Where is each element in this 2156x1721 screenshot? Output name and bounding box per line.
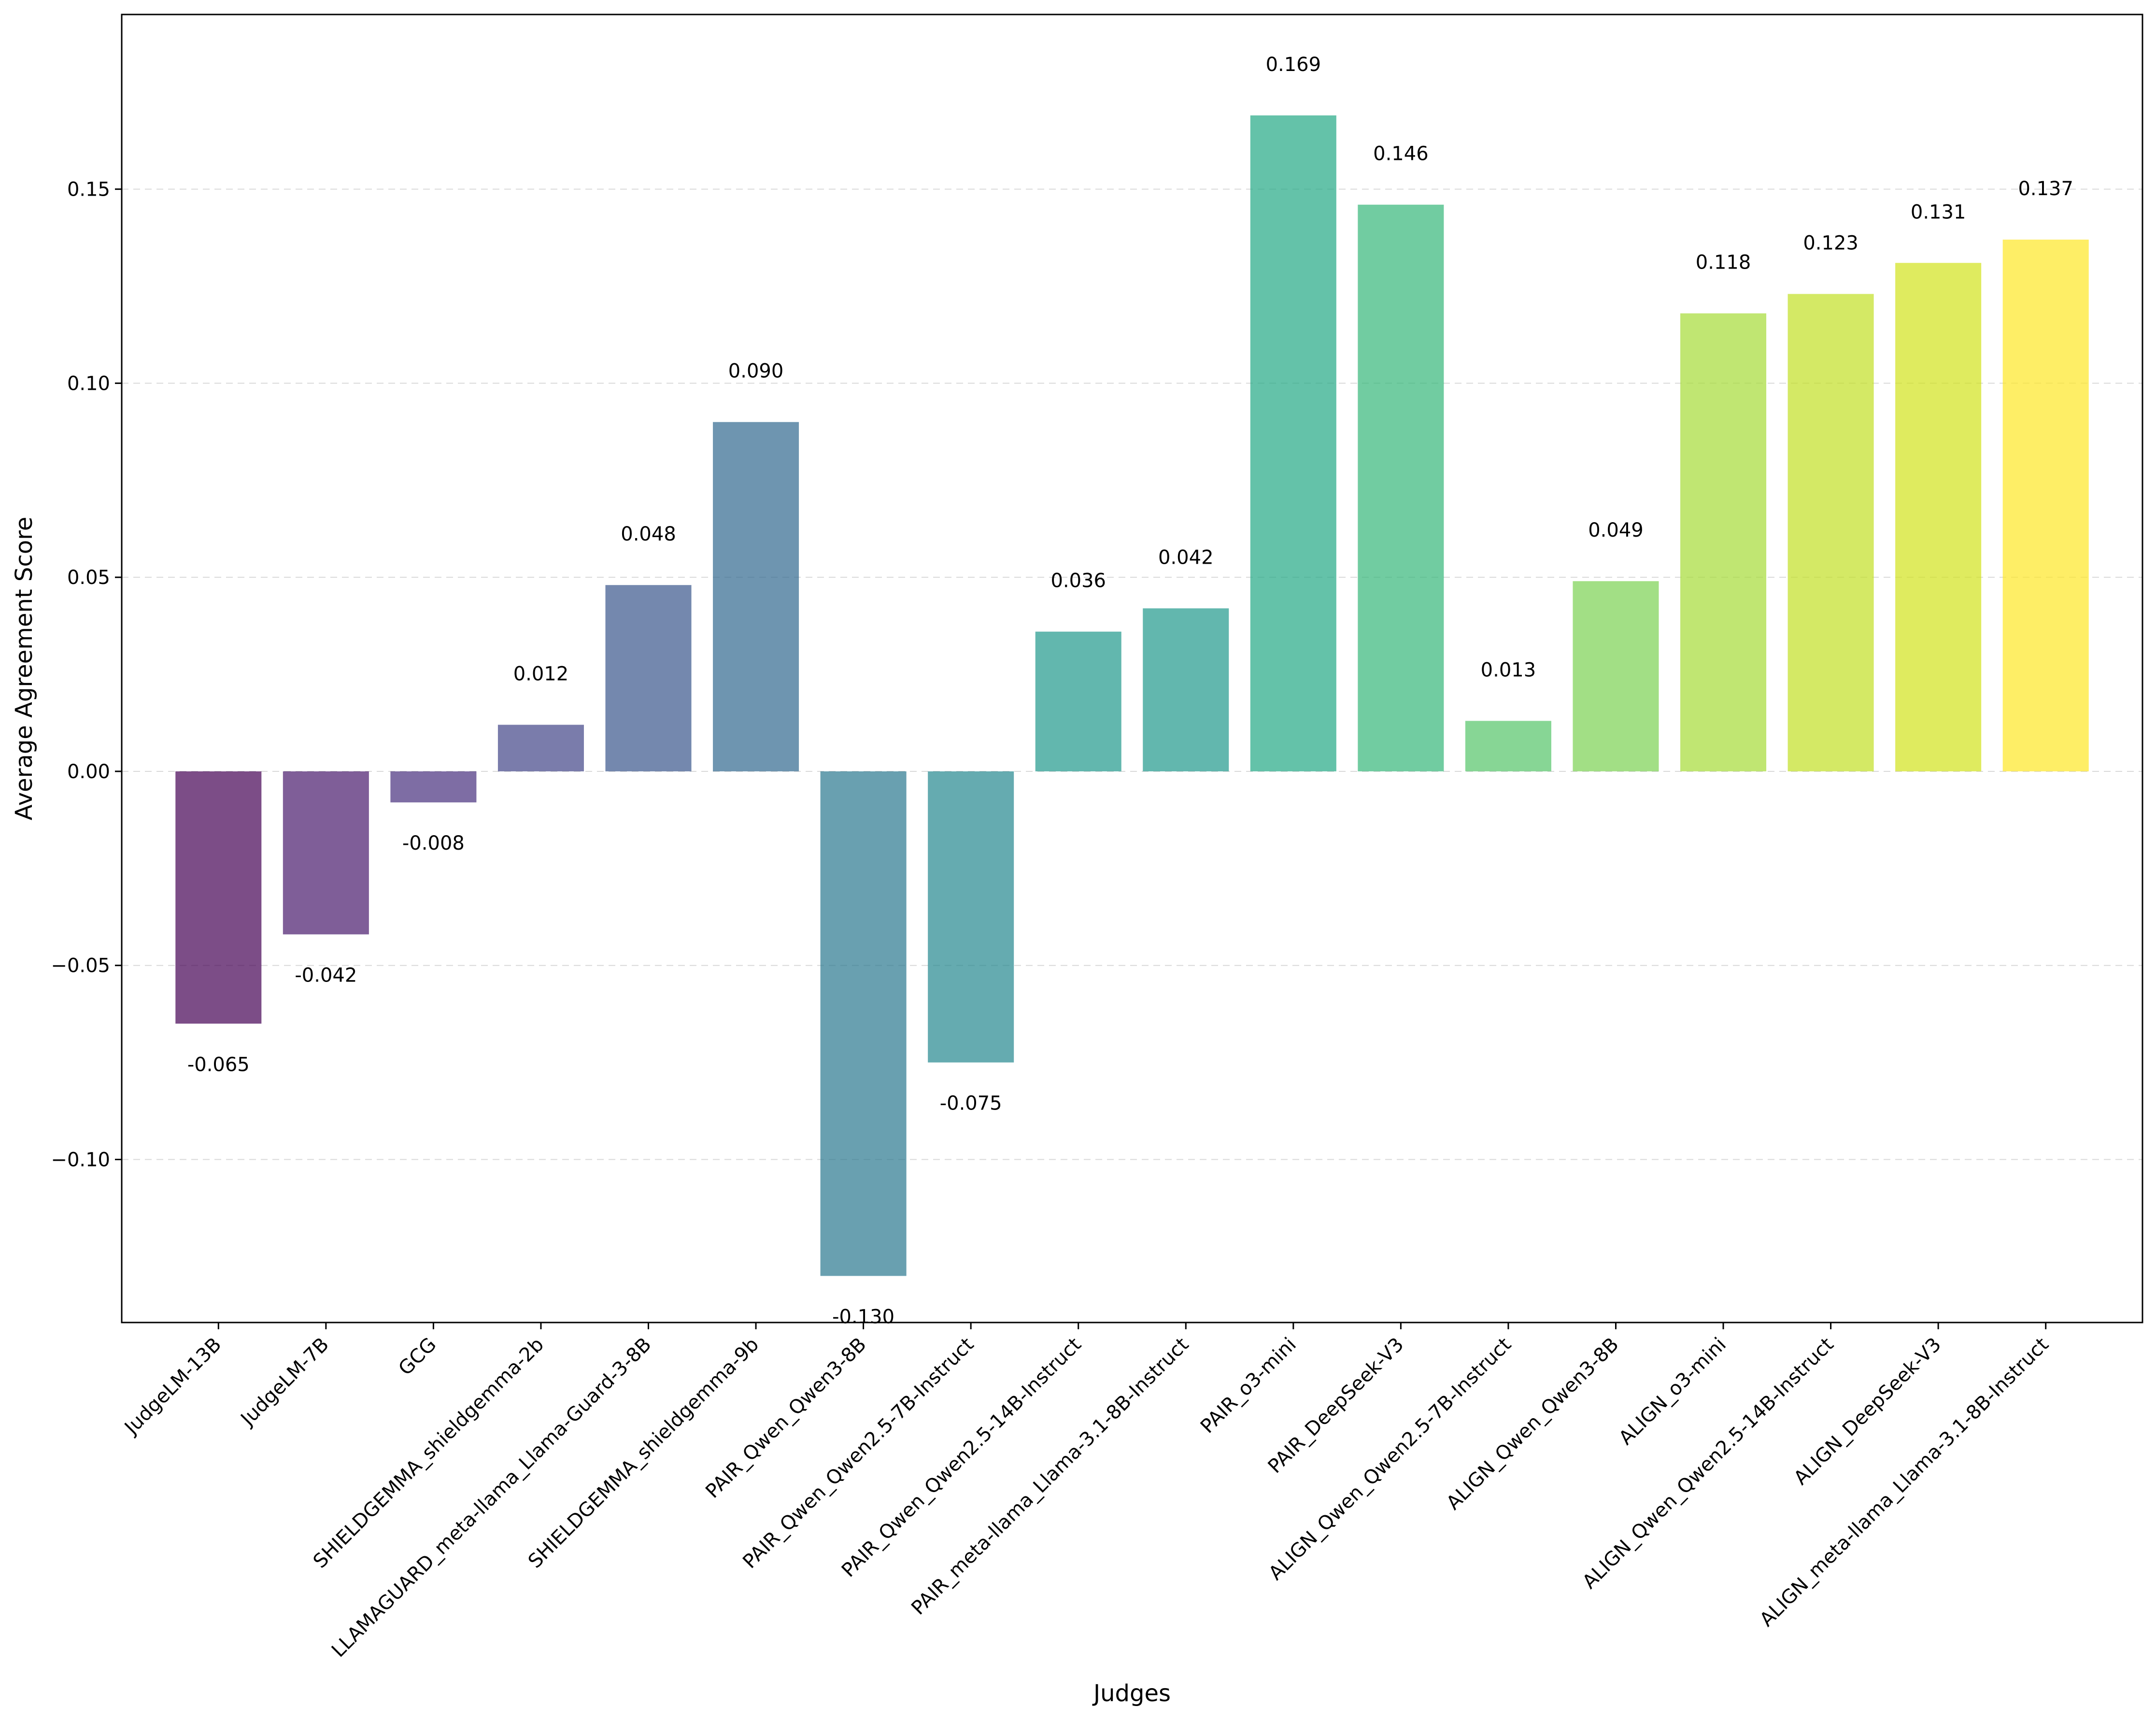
x-tick-label: PAIR_o3-mini [1196, 1334, 1301, 1438]
x-tick-label: SHIELDGEMMA_shieldgemma-2b [309, 1334, 548, 1573]
bar [1680, 313, 1767, 771]
data-label: 0.013 [1481, 659, 1536, 681]
data-label: -0.065 [187, 1053, 250, 1076]
data-label: 0.012 [513, 663, 569, 685]
data-label: -0.008 [402, 832, 465, 854]
bar [175, 771, 262, 1024]
data-label: 0.042 [1158, 546, 1214, 569]
bar [1895, 263, 1982, 771]
y-tick-label: −0.05 [51, 955, 110, 977]
bar [1250, 115, 1336, 771]
y-tick-label: −0.10 [51, 1149, 110, 1171]
bar [1573, 581, 1659, 771]
data-label: -0.042 [295, 964, 357, 986]
bar [283, 771, 369, 935]
bar [2002, 240, 2089, 771]
x-tick-label: ALIGN_Qwen_Qwen2.5-14B-Instruct [1578, 1334, 1838, 1593]
bar [605, 585, 692, 771]
bar [497, 725, 584, 771]
plot-frame [121, 14, 2143, 1323]
data-labels: -0.065-0.042-0.0080.0120.0480.090-0.130-… [187, 54, 2073, 1328]
x-tick-label: ALIGN_Qwen_Qwen2.5-7B-Instruct [1264, 1334, 1516, 1585]
x-tick-label: PAIR_Qwen_Qwen2.5-14B-Instruct [837, 1334, 1086, 1582]
data-label: 0.090 [728, 360, 784, 383]
data-label: -0.075 [940, 1093, 1002, 1115]
data-label: 0.118 [1696, 252, 1751, 274]
x-tick-label: ALIGN_o3-mini [1615, 1334, 1730, 1450]
x-tick-label: JudgeLM-7B [236, 1334, 333, 1431]
y-tick-label: 0.10 [67, 372, 110, 395]
bars [175, 115, 2089, 1276]
data-label: 0.036 [1050, 570, 1106, 592]
data-label: 0.137 [2018, 178, 2073, 200]
y-tick-label: 0.05 [67, 567, 110, 589]
bar [1358, 204, 1444, 771]
data-label: 0.123 [1803, 232, 1858, 255]
data-label: 0.146 [1373, 143, 1429, 165]
bar [1035, 631, 1121, 771]
x-tick-label: JudgeLM-13B [119, 1334, 226, 1440]
x-axis: JudgeLM-13B JudgeLM-7B GCGSHIELDGEMMA_shie… [119, 1323, 2053, 1662]
data-label: 0.049 [1588, 519, 1644, 541]
x-tick-label: GCG [394, 1334, 440, 1380]
data-label: 0.131 [1911, 201, 1966, 223]
bar [390, 771, 477, 803]
y-tick-label: 0.00 [67, 761, 110, 783]
x-axis-title: Judges [1092, 1680, 1171, 1707]
x-tick-label: ALIGN_Qwen_Qwen3-8B [1442, 1334, 1623, 1514]
bar [1787, 294, 1874, 771]
x-tick-label: PAIR_Qwen_Qwen2.5-7B-Instruct [738, 1334, 978, 1573]
bar [1143, 608, 1229, 771]
data-label: 0.048 [621, 523, 676, 545]
bar [820, 771, 907, 1276]
y-axis-title: Average Agreement Score [11, 517, 38, 821]
data-label: 0.169 [1266, 54, 1321, 76]
y-axis: −0.10 −0.05 0.00 0.05 0.10 0.15 [51, 179, 122, 1171]
y-tick-label: 0.15 [67, 179, 110, 201]
bar [713, 422, 799, 771]
bar [928, 771, 1014, 1063]
bar [1465, 721, 1551, 771]
x-tick-label: SHIELDGEMMA_shieldgemma-9b [524, 1334, 763, 1573]
